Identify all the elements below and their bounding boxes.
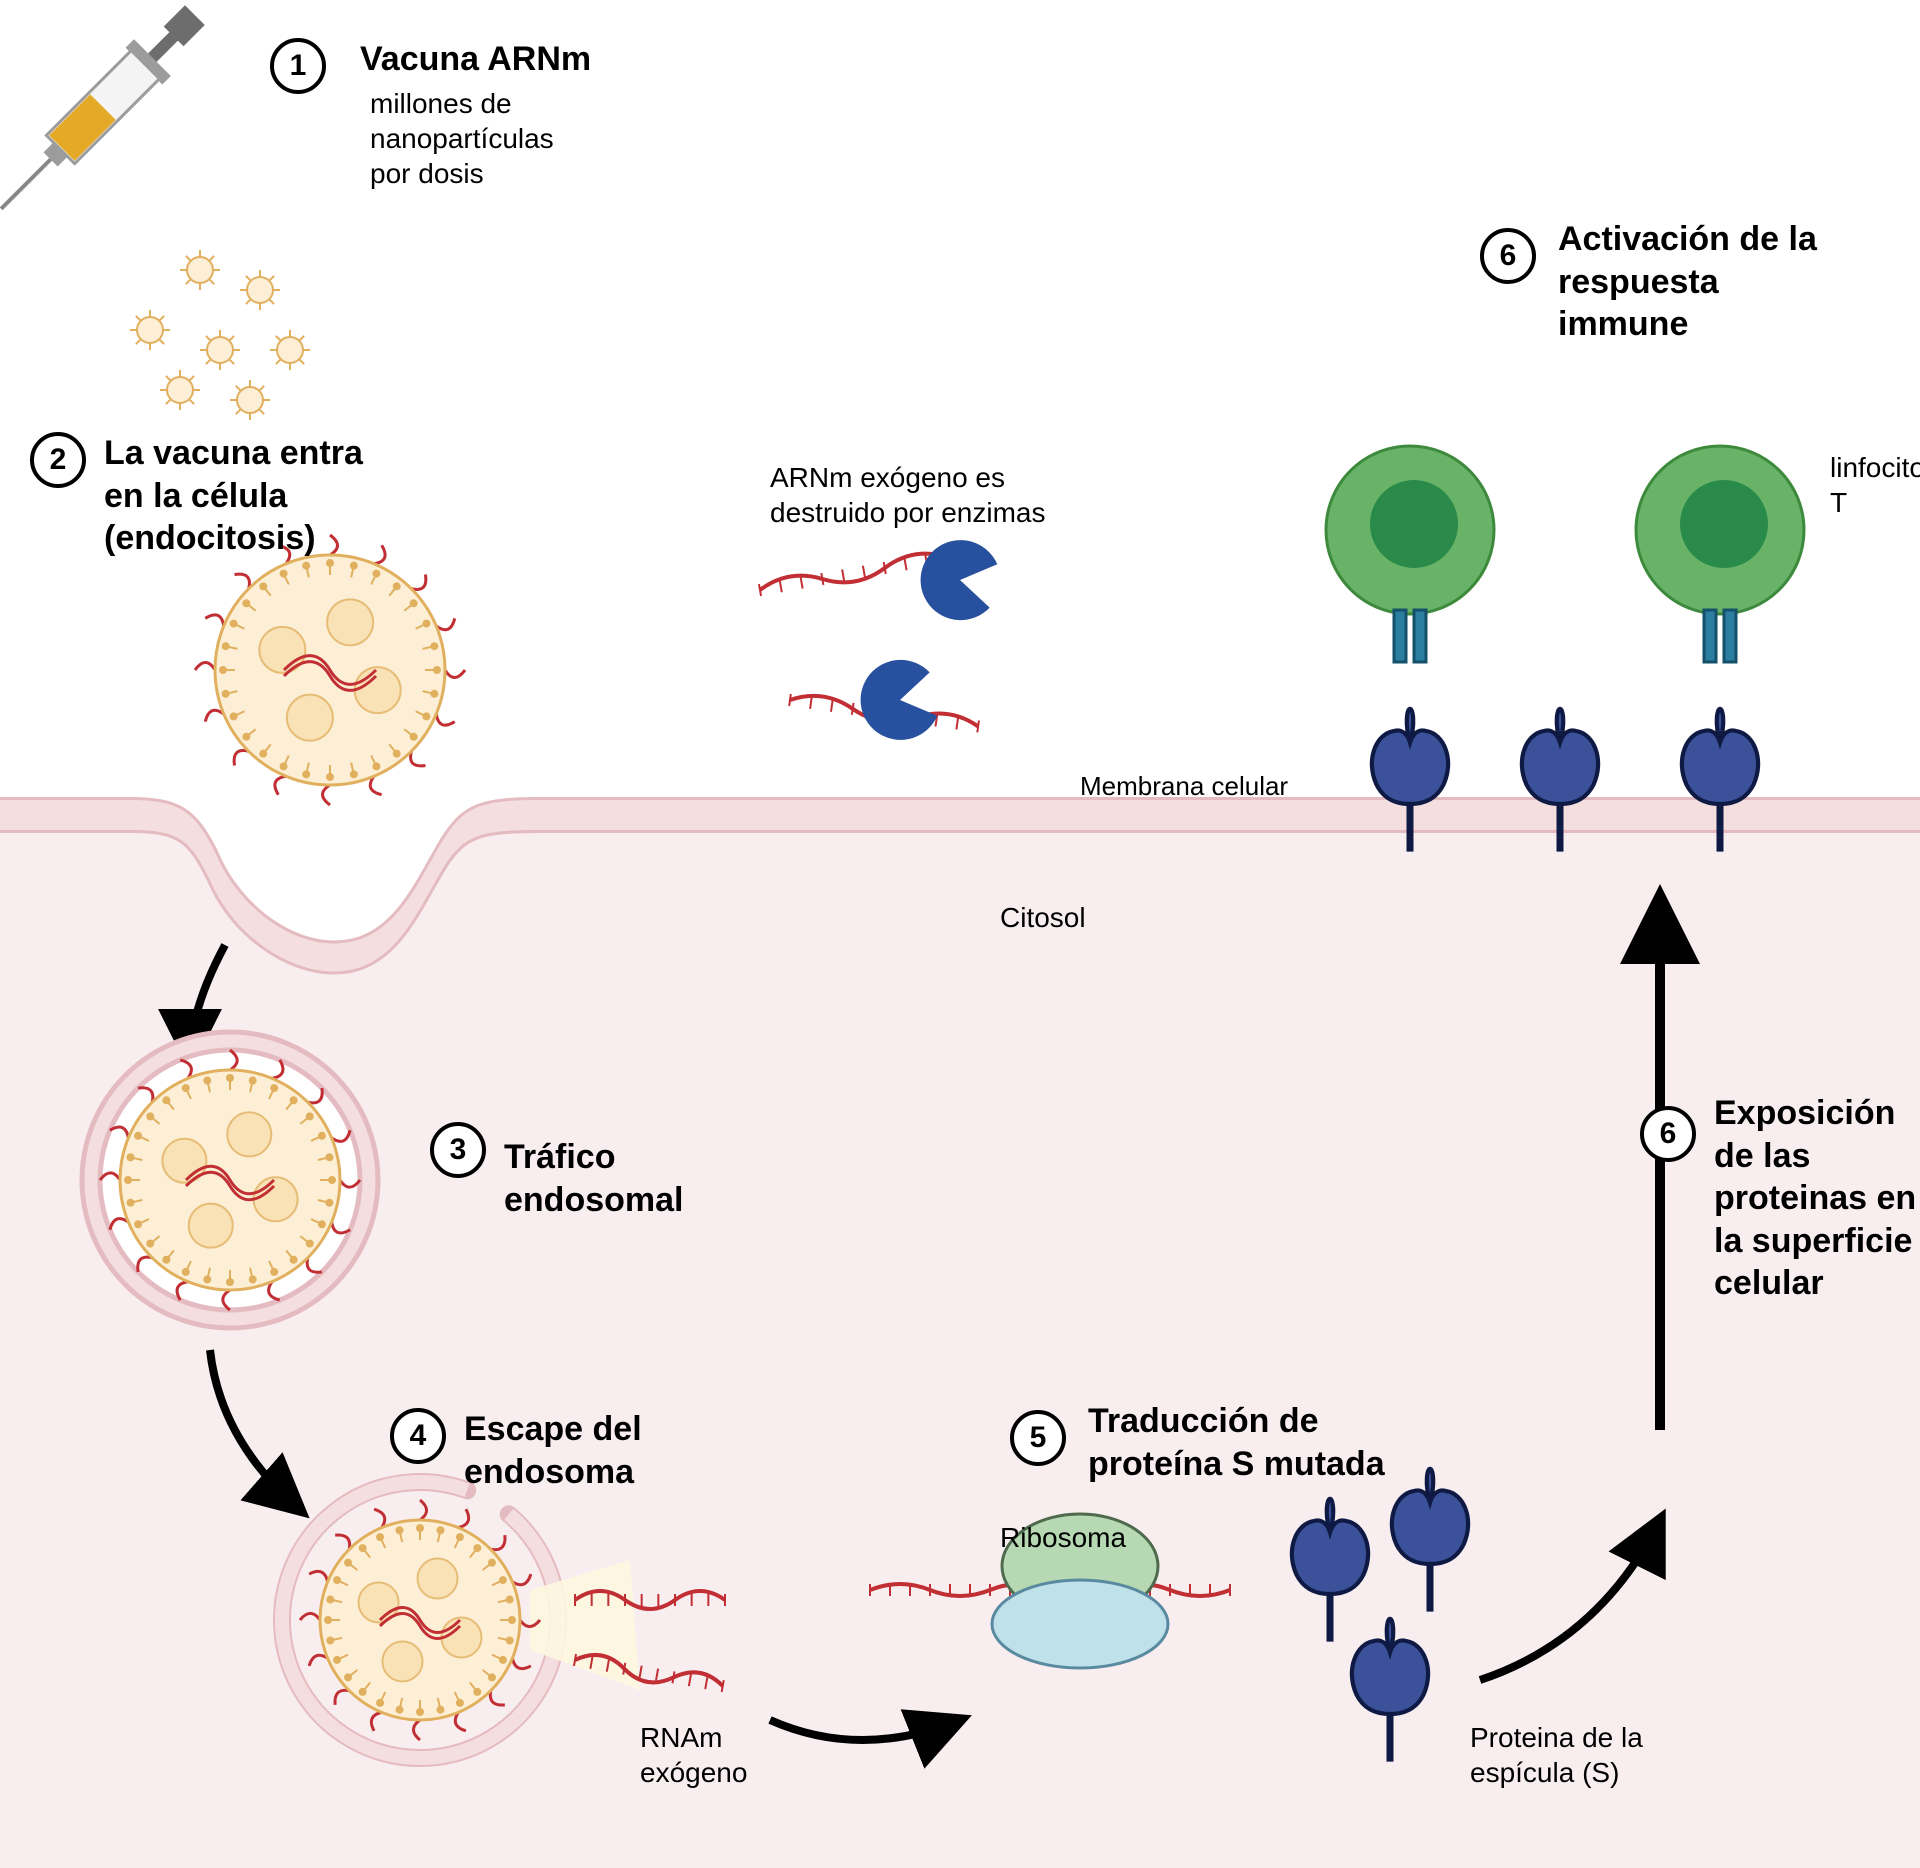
step-number-badge: 2: [30, 432, 86, 488]
ribosome-label: Ribosoma: [1000, 1520, 1126, 1555]
spike-label: Proteina de la espícula (S): [1470, 1720, 1690, 1790]
step-title: Tráfico endosomal: [504, 1136, 804, 1221]
nanoparticle-small-icon: [160, 370, 200, 410]
step-title: La vacuna entra en la célula (endocitosi…: [104, 432, 404, 560]
rnam-label: RNAm exógeno: [640, 1720, 800, 1790]
syringe-icon: [0, 0, 213, 227]
nanoparticle-icon: [195, 535, 465, 805]
enzyme-icon: [854, 655, 940, 747]
nanoparticle-small-icon: [230, 380, 270, 420]
step-subtitle: millones de nanopartículas por dosis: [370, 86, 600, 191]
membrane-label: Membrana celular: [1080, 770, 1288, 803]
nanoparticle-small-icon: [130, 310, 170, 350]
step-title: Vacuna ARNm: [360, 38, 591, 81]
step-title: Activación de la respuesta immune: [1558, 218, 1858, 346]
nanoparticle-small-icon: [240, 270, 280, 310]
tcell-icon: [1326, 446, 1494, 662]
endosome-icon: [82, 1032, 378, 1328]
mrna-icon: [759, 549, 949, 598]
nanoparticle-small-icon: [270, 330, 310, 370]
nanoparticle-small-icon: [180, 250, 220, 290]
diagram-stage: 1 Vacuna ARNm millones de nanopartículas p…: [0, 0, 1920, 1868]
tcell-icon: [1636, 446, 1804, 662]
step-number-badge: 4: [390, 1408, 446, 1464]
step-number-badge: 1: [270, 38, 326, 94]
enzyme-icon: [914, 534, 1000, 626]
enzyme-note: ARNm exógeno es destruido por enzimas: [770, 460, 1090, 530]
step-title: Exposición de las proteinas en la superf…: [1714, 1092, 1920, 1305]
nanoparticle-small-icon: [200, 330, 240, 370]
cytosol-region: [0, 820, 1920, 1868]
nanoparticle-icon: [300, 1500, 540, 1740]
step-number-badge: 6: [1480, 228, 1536, 284]
step-number-badge: 6: [1640, 1106, 1696, 1162]
step-title: Traducción de proteína S mutada: [1088, 1400, 1388, 1485]
step-number-badge: 3: [430, 1122, 486, 1178]
tcell-label: linfocitos T: [1830, 450, 1920, 520]
cytosol-label: Citosol: [1000, 900, 1086, 935]
step-number-badge: 5: [1010, 1410, 1066, 1466]
nanoparticle-icon: [100, 1050, 360, 1310]
step-title: Escape del endosoma: [464, 1408, 764, 1493]
